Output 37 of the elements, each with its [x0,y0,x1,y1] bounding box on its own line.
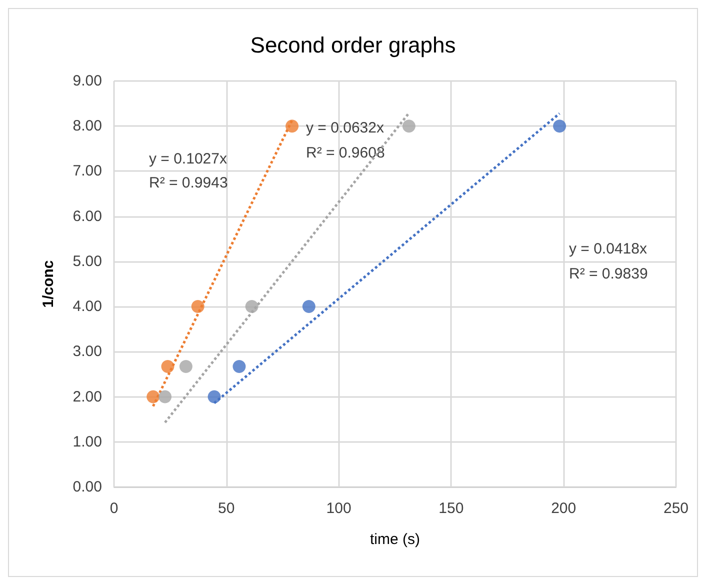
y-tick-label: 9.00 [72,72,102,90]
point [302,300,316,314]
point [191,300,204,314]
y-tick-label: 6.00 [72,208,102,225]
x-tick-label: 50 [218,500,235,517]
y-tick-label: 7.00 [72,162,102,180]
x-tick-label: 150 [438,500,464,517]
annotation: R² = 0.9608 [306,144,385,162]
x-tick-label: 250 [663,500,689,517]
y-tick-label: 3.00 [72,343,102,360]
y-tick-label: 5.00 [72,252,102,270]
point [208,390,221,404]
y-axis-title: 1/conc [40,260,57,308]
x-tick-label: 200 [551,500,576,517]
y-tick-label: 4.00 [72,298,102,316]
point [553,120,566,133]
point [161,360,174,374]
point [232,360,246,374]
annotation: R² = 0.9839 [569,266,648,282]
y-tick-label: 1.00 [72,433,102,450]
y-tick-label: 8.00 [72,118,102,135]
y-tick-label: 2.00 [72,388,102,406]
point [158,390,172,404]
annotation: y = 0.0418x [569,240,648,258]
point [179,360,192,374]
point [286,120,299,133]
annotation: y = 0.0632x [306,120,384,136]
annotation: y = 0.1027x [149,150,228,168]
y-tick-label: 0.00 [72,478,102,496]
x-axis-title: time (s) [370,531,420,548]
annotation: R² = 0.9943 [149,174,228,192]
point [402,120,416,133]
x-tick-label: 100 [326,500,352,517]
x-tick-label: 0 [110,500,118,517]
point [245,300,258,314]
point [146,390,160,404]
chart-title: Second order graphs [250,32,456,58]
